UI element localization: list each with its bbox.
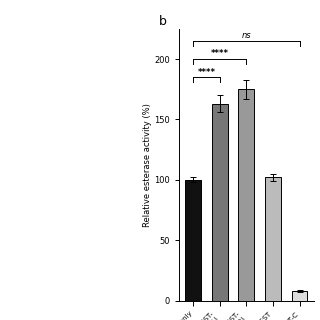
Bar (212, 104, 228, 301)
Bar (265, 178, 281, 301)
Text: ****: **** (211, 49, 229, 59)
Bar (185, 180, 201, 301)
Bar (292, 291, 308, 301)
Text: b: b (159, 15, 167, 28)
Text: ns: ns (242, 31, 251, 40)
Text: ****: **** (197, 68, 216, 76)
Y-axis label: Relative esterase activity (%): Relative esterase activity (%) (143, 103, 152, 227)
Bar (238, 89, 254, 301)
